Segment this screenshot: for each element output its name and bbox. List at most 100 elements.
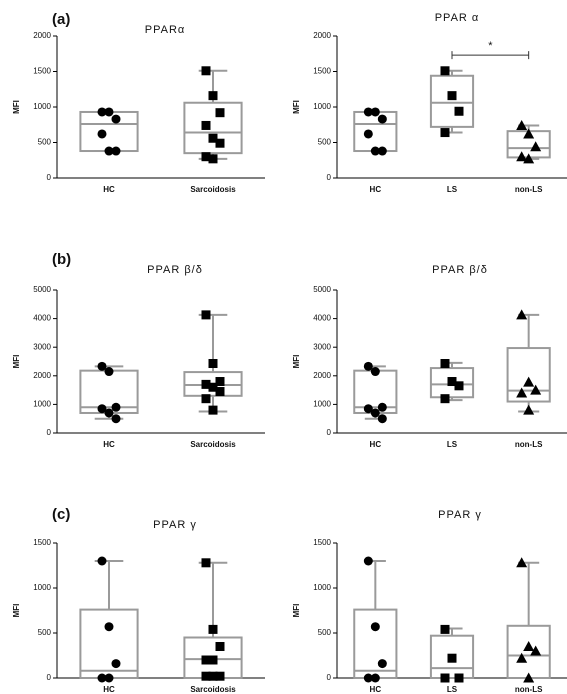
y-tick-label: 1000 — [313, 400, 331, 409]
x-tick-label: Sarcoidosis — [190, 440, 236, 449]
point — [201, 394, 211, 404]
panel-label: (b) — [52, 251, 71, 268]
y-tick-label: 1000 — [33, 583, 51, 592]
point — [523, 376, 535, 387]
y-tick-label: 0 — [327, 428, 332, 437]
box — [429, 634, 475, 680]
box — [353, 608, 398, 679]
box — [183, 371, 243, 397]
point — [111, 114, 121, 124]
y-tick-label: 2000 — [313, 31, 331, 40]
point — [454, 673, 464, 683]
point — [377, 146, 387, 156]
point — [516, 309, 528, 320]
y-tick-label: 0 — [47, 428, 52, 437]
x-tick-label: non-LS — [515, 440, 543, 449]
y-tick-label: 0 — [47, 173, 52, 182]
y-tick-label: 0 — [327, 173, 332, 182]
point — [454, 381, 464, 391]
point — [104, 673, 114, 683]
y-axis-label: MFI — [292, 604, 301, 618]
point — [440, 394, 450, 404]
y-tick-label: 5000 — [33, 285, 51, 294]
point — [440, 673, 450, 683]
point — [523, 404, 535, 415]
y-tick-label: 3000 — [33, 342, 51, 351]
box — [506, 347, 551, 403]
point — [440, 128, 450, 138]
point — [208, 655, 218, 665]
point — [440, 66, 450, 76]
y-axis-label: MFI — [292, 100, 301, 114]
x-tick-label: Sarcoidosis — [190, 685, 236, 694]
point — [454, 106, 464, 116]
point — [516, 557, 528, 568]
y-tick-label: 500 — [38, 138, 52, 147]
point — [111, 659, 121, 669]
y-axis-label: MFI — [12, 100, 21, 114]
y-tick-label: 1500 — [313, 538, 331, 547]
y-tick-label: 5000 — [313, 285, 331, 294]
x-tick-label: non-LS — [515, 185, 543, 194]
point — [208, 624, 218, 634]
point — [201, 379, 211, 389]
point — [370, 146, 380, 156]
point — [447, 377, 457, 387]
x-tick-label: LS — [447, 185, 458, 194]
box — [79, 608, 139, 679]
y-tick-label: 1500 — [33, 67, 51, 76]
point — [370, 408, 380, 418]
point — [104, 367, 114, 377]
point — [516, 387, 528, 398]
x-tick-label: LS — [447, 685, 458, 694]
box — [183, 101, 243, 155]
point — [377, 114, 387, 124]
box — [429, 367, 475, 399]
chart-title: PPAR γ — [153, 519, 197, 531]
y-tick-label: 2000 — [33, 31, 51, 40]
point — [516, 652, 528, 663]
y-tick-label: 3000 — [313, 342, 331, 351]
y-axis-label: MFI — [12, 604, 21, 618]
point — [208, 671, 218, 681]
point — [215, 108, 225, 118]
x-tick-label: Sarcoidosis — [190, 185, 236, 194]
point — [370, 622, 380, 632]
y-tick-label: 2000 — [313, 371, 331, 380]
panel-label: (a) — [52, 11, 70, 28]
point — [363, 673, 373, 683]
point — [111, 402, 121, 412]
y-tick-label: 500 — [318, 628, 332, 637]
point — [523, 128, 535, 139]
point — [97, 361, 107, 371]
chart-title: PPAR α — [435, 12, 480, 24]
point — [201, 655, 211, 665]
box — [506, 624, 551, 679]
point — [208, 359, 218, 369]
point — [201, 120, 211, 130]
point — [104, 146, 114, 156]
point — [201, 671, 211, 681]
point — [201, 152, 211, 162]
box — [79, 110, 139, 153]
point — [104, 408, 114, 418]
y-tick-label: 4000 — [313, 314, 331, 323]
x-tick-label: HC — [370, 185, 382, 194]
x-tick-label: LS — [447, 440, 458, 449]
point — [363, 107, 373, 117]
y-tick-label: 0 — [47, 673, 52, 682]
point — [111, 146, 121, 156]
y-tick-label: 500 — [318, 138, 332, 147]
point — [208, 91, 218, 101]
point — [523, 672, 535, 683]
point — [447, 91, 457, 101]
point — [104, 622, 114, 632]
point — [97, 129, 107, 139]
point — [363, 404, 373, 414]
point — [363, 129, 373, 139]
y-tick-label: 1500 — [33, 538, 51, 547]
point — [377, 414, 387, 424]
point — [97, 556, 107, 566]
point — [377, 659, 387, 669]
